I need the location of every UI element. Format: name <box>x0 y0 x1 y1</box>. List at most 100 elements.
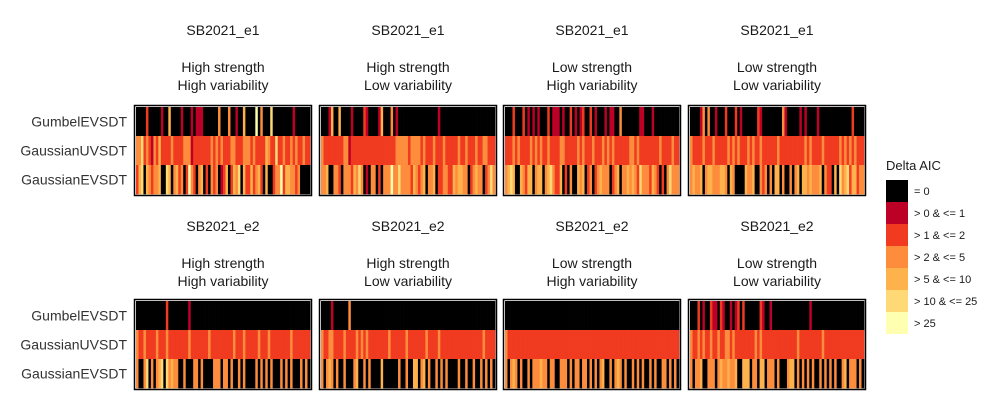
heatmap-cell <box>348 330 352 360</box>
heatmap-cell <box>455 165 459 195</box>
heatmap-cell <box>512 136 516 166</box>
heatmap-cell <box>699 359 703 389</box>
heatmap-cell <box>482 301 486 331</box>
heatmap-cell <box>178 301 182 331</box>
heatmap-cell <box>621 359 625 389</box>
heatmap-cell <box>539 330 543 360</box>
heatmap-cell <box>512 301 516 331</box>
heatmap-cell <box>160 165 164 195</box>
heatmap-cell <box>405 359 409 389</box>
heatmap-cell <box>482 359 486 389</box>
heatmap-cell <box>839 165 842 195</box>
heatmap-cell <box>549 165 553 195</box>
heatmap-cell <box>375 136 379 166</box>
heatmap-cell <box>639 136 643 166</box>
heatmap-cell <box>844 165 847 195</box>
heatmap-cell <box>490 136 493 166</box>
heatmap-cell <box>457 330 461 360</box>
heatmap-cell <box>859 301 862 331</box>
heatmap-cell <box>796 107 800 137</box>
heatmap-cell <box>355 301 359 331</box>
heatmap-cell <box>774 301 778 331</box>
heatmap-cell <box>664 301 667 331</box>
heatmap-cell <box>363 330 367 360</box>
heatmap-cell <box>809 136 813 166</box>
heatmap-cell <box>659 330 662 360</box>
heatmap-cell <box>606 136 610 166</box>
heatmap-cell <box>582 301 585 331</box>
heatmap-cell <box>507 359 511 389</box>
heatmap-cell <box>375 330 379 360</box>
heatmap-cell <box>729 107 733 137</box>
heatmap-cell <box>272 165 276 195</box>
heatmap-cell <box>270 330 274 360</box>
heatmap-cell <box>809 165 813 195</box>
heatmap-cell <box>814 330 818 360</box>
heatmap-cell <box>669 301 672 331</box>
heatmap-cell <box>447 359 451 389</box>
heatmap-cell <box>639 359 643 389</box>
heatmap-cell <box>383 136 386 166</box>
heatmap-cell <box>395 136 399 166</box>
heatmap-cell <box>549 330 553 360</box>
heatmap-cell <box>522 107 526 137</box>
heatmap-cell <box>405 107 409 137</box>
heatmap-cell <box>343 301 347 331</box>
heatmap-cell <box>816 301 820 331</box>
heatmap-cell <box>732 107 736 137</box>
heatmap-cell <box>826 359 830 389</box>
heatmap-cell <box>816 107 820 137</box>
heatmap-cell <box>237 107 241 137</box>
heatmap-cell <box>462 107 466 137</box>
heatmap-cell <box>811 359 815 389</box>
heatmap-cell <box>365 359 369 389</box>
heatmap-cell <box>636 136 640 166</box>
heatmap-cell <box>375 359 379 389</box>
heatmap-cell <box>292 301 296 331</box>
legend-swatch <box>886 180 908 202</box>
heatmap-cell <box>220 165 224 195</box>
heatmap-cell <box>445 107 449 137</box>
heatmap-cell <box>305 107 308 137</box>
heatmap-cell <box>477 107 481 137</box>
heatmap-cell <box>676 359 680 389</box>
heatmap-cell <box>666 107 670 137</box>
heatmap-cell <box>440 165 444 195</box>
heatmap-cell <box>664 107 667 137</box>
heatmap-cell <box>786 107 790 137</box>
heatmap-cell <box>639 107 643 137</box>
heatmap-cell <box>762 107 765 137</box>
panel-condition-strength: High strength <box>366 255 449 271</box>
heatmap-cell <box>215 165 219 195</box>
heatmap-cell <box>707 107 711 137</box>
heatmap-cell <box>806 107 810 137</box>
heatmap-cell <box>851 359 855 389</box>
heatmap-cell <box>475 330 478 360</box>
heatmap-cell <box>772 330 775 360</box>
heatmap-cell <box>534 330 538 360</box>
heatmap-cell <box>757 301 760 331</box>
heatmap-cell <box>601 301 605 331</box>
heatmap-cell <box>213 136 216 166</box>
heatmap-cell <box>262 107 266 137</box>
heatmap-cell <box>335 136 339 166</box>
heatmap-cell <box>661 136 665 166</box>
heatmap-cell <box>806 330 810 360</box>
panel-border <box>318 104 498 197</box>
heatmap-cell <box>321 136 324 166</box>
heatmap-cell <box>305 359 308 389</box>
heatmap-cell <box>831 107 835 137</box>
heatmap-cell <box>676 107 680 137</box>
heatmap-cell <box>801 165 805 195</box>
heatmap-cell <box>452 165 456 195</box>
heatmap-cell <box>851 330 855 360</box>
heatmap-cell <box>769 165 773 195</box>
heatmap-cell <box>505 359 508 389</box>
heatmap-cell <box>393 165 396 195</box>
heatmap-cell <box>794 359 798 389</box>
heatmap-cell <box>722 136 726 166</box>
heatmap-cell <box>470 359 473 389</box>
heatmap-cell <box>742 359 746 389</box>
